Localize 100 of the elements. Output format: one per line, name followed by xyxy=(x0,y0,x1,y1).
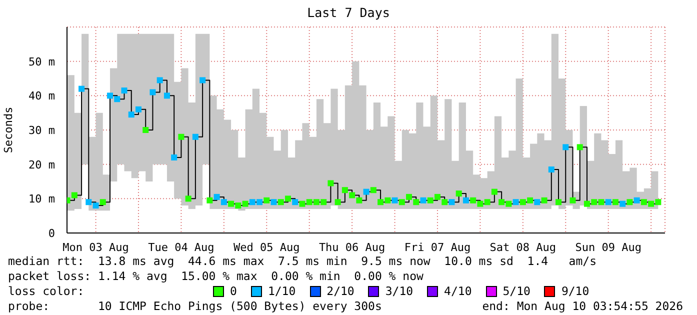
point xyxy=(570,197,576,204)
x-tick-label: Mon 03 Aug xyxy=(62,241,129,254)
point xyxy=(378,199,384,206)
x-tick-label: Sat 08 Aug xyxy=(490,241,556,254)
point xyxy=(370,187,376,194)
legend-label: 1/10 xyxy=(266,284,296,299)
text: end: Mon Aug 10 03:54:55 2026 xyxy=(482,299,683,314)
point xyxy=(598,199,604,206)
point xyxy=(420,197,426,204)
point xyxy=(556,199,562,206)
point xyxy=(86,199,92,206)
point xyxy=(235,202,242,209)
point xyxy=(249,199,256,206)
point xyxy=(214,194,220,200)
point xyxy=(328,180,334,186)
point xyxy=(655,199,662,206)
point xyxy=(512,199,519,206)
point xyxy=(634,197,640,204)
point xyxy=(462,197,469,204)
legend-label: 3/10 xyxy=(384,284,414,299)
point xyxy=(384,197,391,204)
point xyxy=(156,77,163,84)
point xyxy=(413,199,420,206)
x-tick-label: Tue 04 Aug xyxy=(148,241,214,254)
text: probe: 10 ICMP Echo Pings (500 Bytes) every 300s xyxy=(8,299,382,314)
point xyxy=(612,199,618,206)
point xyxy=(78,86,85,92)
point xyxy=(228,200,234,207)
point xyxy=(107,92,114,99)
y-tick-label: 10 m xyxy=(28,192,56,206)
x-tick-label: Sun 09 Aug xyxy=(575,241,642,254)
point xyxy=(591,199,598,206)
point xyxy=(284,196,291,202)
point xyxy=(313,199,320,206)
point xyxy=(620,200,626,207)
point xyxy=(427,197,434,204)
point xyxy=(576,144,583,150)
point xyxy=(392,197,398,204)
point xyxy=(562,144,569,150)
point xyxy=(442,199,448,206)
point xyxy=(299,200,306,207)
point xyxy=(334,199,341,206)
chart-title: Last 7 Days xyxy=(306,5,391,20)
text: median rtt: 13.8 ms avg 44.6 ms max 7.5 ms min 9.5 ms now 10.0 ms sd 1.4 am/s xyxy=(8,254,598,269)
point xyxy=(206,197,213,204)
point xyxy=(71,192,78,198)
y-tick-label: 40 m xyxy=(28,90,56,103)
point xyxy=(356,197,362,204)
point xyxy=(491,188,498,195)
point xyxy=(200,77,206,84)
point xyxy=(398,199,405,206)
point xyxy=(484,199,490,206)
point xyxy=(178,134,184,140)
y-tick-label: 50 m xyxy=(28,55,56,68)
point xyxy=(150,89,156,96)
point xyxy=(363,188,370,195)
point xyxy=(584,200,590,207)
legend-label: 0 xyxy=(229,284,237,299)
point xyxy=(605,199,612,206)
point xyxy=(92,202,99,209)
y-tick-label: 20 m xyxy=(28,158,56,172)
point xyxy=(534,199,540,206)
point xyxy=(498,199,505,206)
y-axis-title: Seconds xyxy=(2,106,15,154)
point xyxy=(448,199,455,206)
legend-title: loss color: xyxy=(8,284,86,299)
point xyxy=(142,127,149,133)
point xyxy=(270,199,277,206)
point xyxy=(100,199,106,206)
legend-label: 2/10 xyxy=(326,284,354,299)
point xyxy=(648,200,654,207)
point xyxy=(185,196,192,202)
point xyxy=(506,200,512,207)
point xyxy=(626,199,633,206)
point xyxy=(128,112,134,118)
point xyxy=(342,187,348,194)
x-tick-label: Thu 06 Aug xyxy=(318,241,386,254)
point xyxy=(192,134,198,140)
point xyxy=(541,197,548,204)
point xyxy=(256,199,263,206)
text: packet loss: 1.14 % avg 15.00 % max 0.00 % min 0.00 % now xyxy=(8,269,424,284)
point xyxy=(527,197,534,204)
point xyxy=(114,96,120,102)
point xyxy=(242,200,248,207)
point xyxy=(121,88,128,94)
y-tick-label: 0 xyxy=(48,227,55,240)
point xyxy=(548,166,554,172)
y-tick-label: 30 m xyxy=(28,124,56,137)
point xyxy=(477,200,484,207)
point xyxy=(306,199,312,206)
point xyxy=(406,194,412,200)
legend-label: 4/10 xyxy=(443,284,472,299)
point xyxy=(164,92,170,99)
point xyxy=(349,192,356,198)
legend-label: 5/10 xyxy=(502,284,530,299)
point xyxy=(220,199,227,206)
point xyxy=(520,199,526,206)
point xyxy=(434,194,440,200)
point xyxy=(135,106,142,112)
point xyxy=(171,154,178,160)
